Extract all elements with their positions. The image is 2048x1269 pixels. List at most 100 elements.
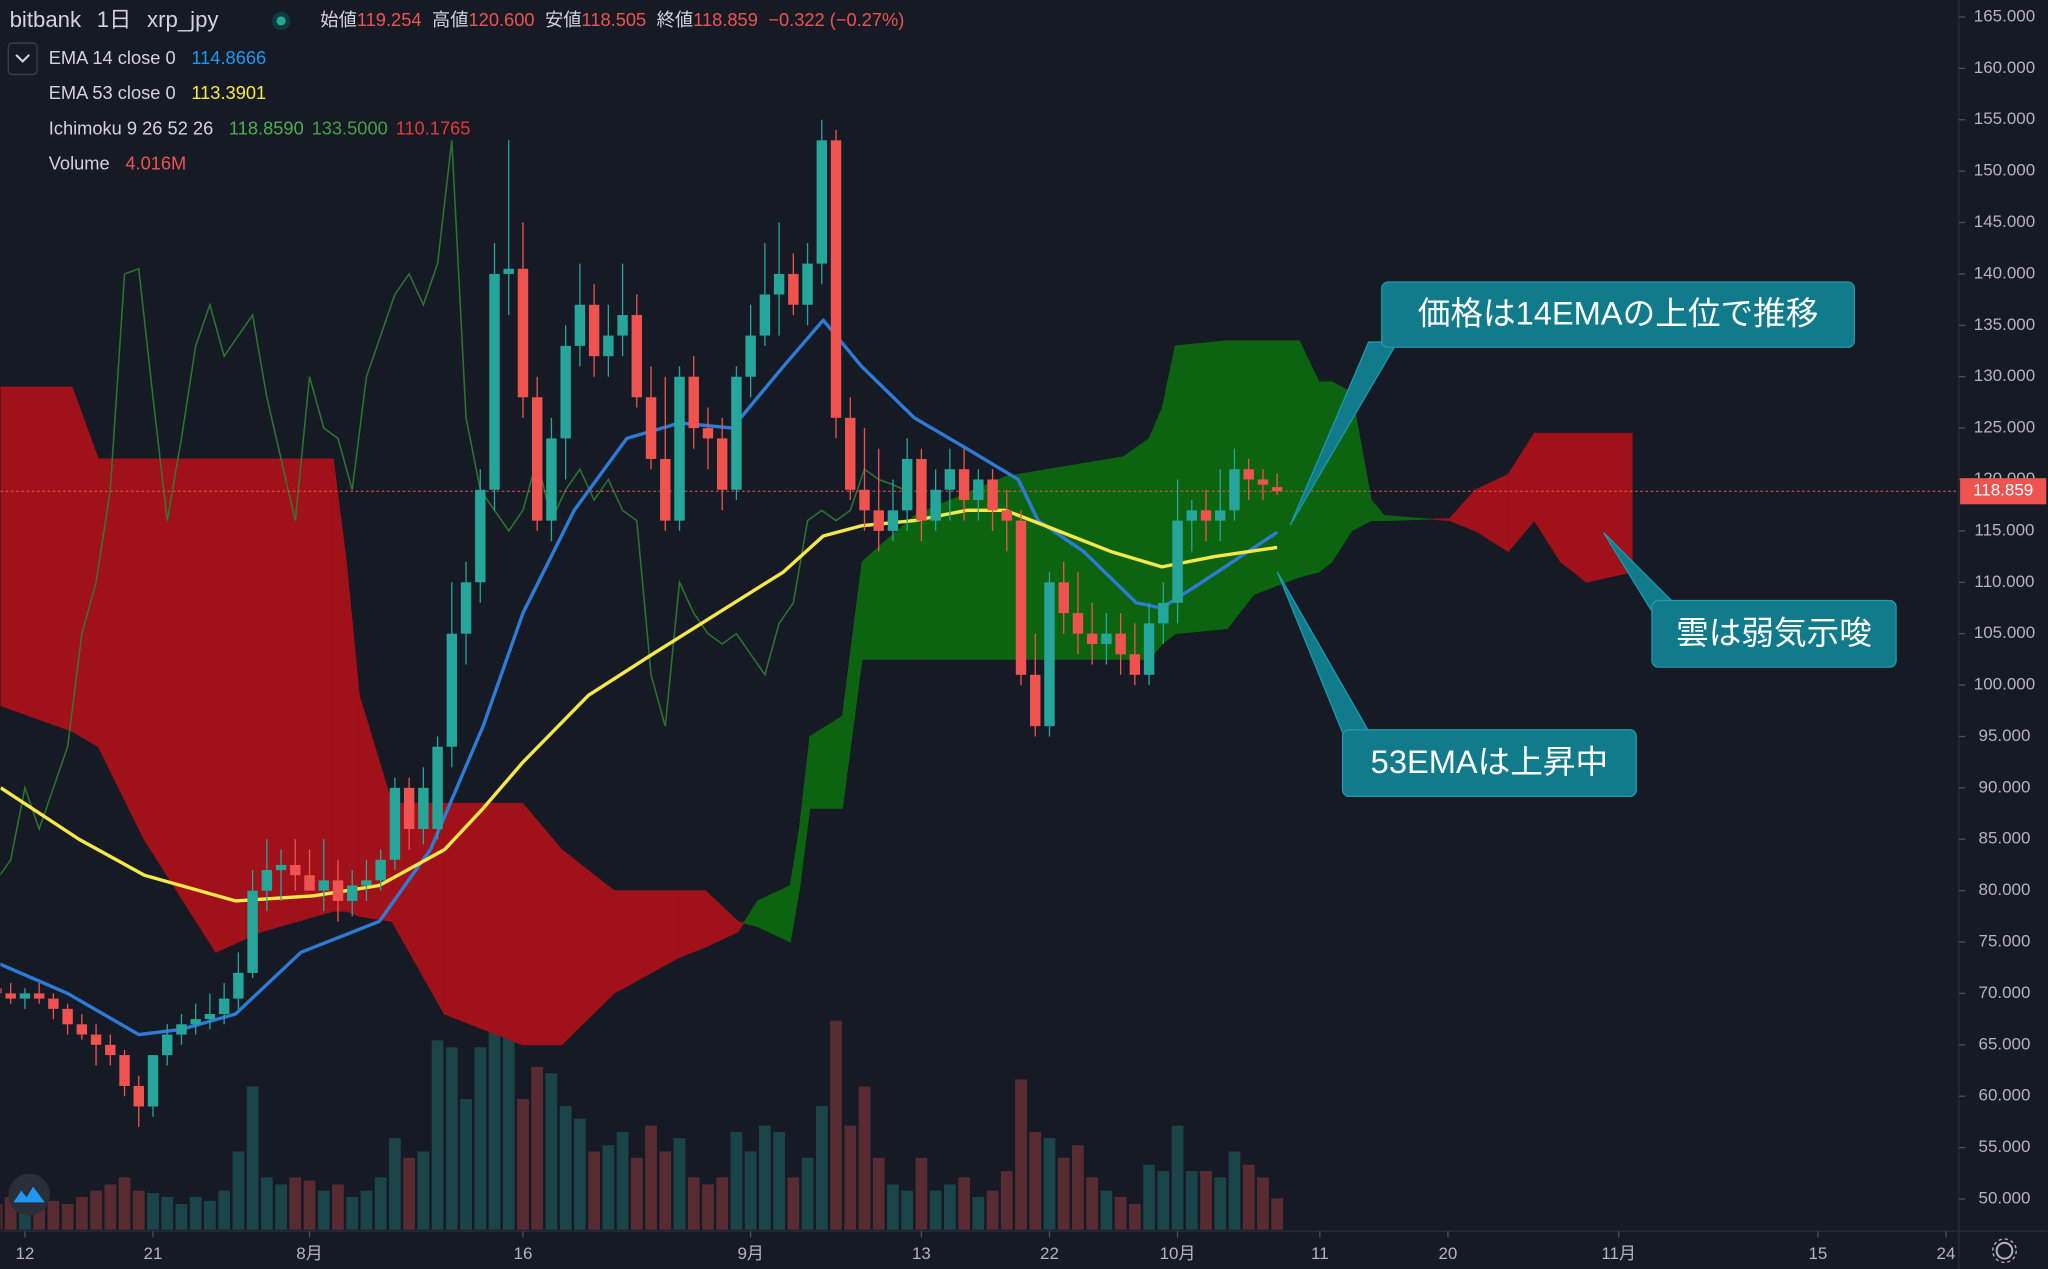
candle-body: [773, 273, 785, 295]
candle-body: [1129, 654, 1141, 675]
text-part: 118.859: [693, 9, 758, 30]
volume-bar: [787, 1177, 800, 1230]
volume-bar: [4, 1196, 17, 1230]
candle-body: [1186, 510, 1198, 521]
logo[interactable]: [8, 1173, 51, 1216]
candle-body: [916, 458, 927, 521]
volume-bar: [1214, 1177, 1227, 1230]
volume-bar: [118, 1177, 131, 1230]
candle-body: [275, 864, 287, 871]
candle-body: [517, 268, 529, 398]
candle-body: [688, 376, 699, 429]
volume-bar: [844, 1125, 857, 1230]
candle-body: [1200, 510, 1212, 521]
cloud-piece: [737, 920, 745, 934]
text-part: 1日: [97, 7, 132, 32]
volume-bar: [204, 1200, 216, 1230]
volume-bar: [218, 1190, 231, 1230]
candle-body: [944, 469, 956, 490]
volume-bar: [161, 1196, 174, 1230]
volume-bar: [346, 1196, 359, 1230]
volume-bar: [389, 1138, 401, 1230]
candle-body: [1058, 582, 1069, 614]
legend-entry[interactable]: EMA 53 close 0 113.3901: [49, 82, 266, 103]
gear-ring: [1995, 1241, 2014, 1260]
ema-line: [0, 508, 1278, 903]
cloud-piece: [0, 386, 73, 732]
last-price-box: [1960, 478, 2047, 505]
y-tick-label: 55.000: [1979, 1137, 2031, 1156]
volume-bar: [275, 1184, 287, 1230]
callout-box: [1651, 599, 1897, 668]
text-part: 安値: [545, 9, 582, 30]
volume-bar: [1043, 1138, 1056, 1230]
candle-body: [603, 335, 614, 357]
candle-body: [887, 510, 899, 531]
volume-bar: [744, 1151, 757, 1230]
y-tick-label: 115.000: [1974, 520, 2034, 539]
text-part: 118.8590: [229, 117, 304, 138]
text-part: 113.3901: [191, 82, 266, 103]
text-part: Volume: [49, 152, 110, 173]
candle-body: [233, 972, 244, 999]
volume-bar: [773, 1131, 785, 1230]
legend-entry[interactable]: Ichimoku 9 26 52 26 118.8590 133.5000 110.1…: [49, 117, 471, 138]
candle-body: [389, 787, 401, 860]
cloud-piece: [1298, 340, 1320, 578]
candle-body: [830, 140, 842, 418]
y-tick-label: 135.000: [1974, 315, 2035, 334]
candle-body: [1257, 479, 1269, 485]
candle-body: [304, 875, 315, 891]
volume-bar: [1200, 1171, 1212, 1230]
candle-body: [716, 438, 728, 490]
volume-bar: [1143, 1164, 1155, 1230]
volume-bar: [1029, 1131, 1042, 1230]
legend-entry[interactable]: Volume 4.016M: [49, 152, 187, 173]
volume-bar: [61, 1203, 74, 1230]
volume-bar: [702, 1184, 714, 1230]
candle-body: [375, 859, 386, 881]
volume-bar: [858, 1086, 871, 1230]
candle-body: [76, 1024, 88, 1035]
callout-box: [1341, 729, 1637, 798]
volume-bar: [460, 1099, 472, 1230]
candle-body: [958, 469, 970, 501]
candle-body: [62, 1008, 73, 1025]
y-tick-label: 100.000: [1974, 675, 2035, 694]
x-tick-label: 24: [1937, 1244, 1956, 1263]
text-part: EMA 14 close 0: [49, 47, 176, 68]
text-part: 始値: [320, 9, 357, 30]
volume-bar: [759, 1125, 771, 1230]
volume-bar: [1271, 1198, 1284, 1230]
volume-bar: [360, 1190, 373, 1230]
volume-bar: [545, 1073, 558, 1230]
axes: 50.000 55.000 60.000 65.000 70.000 75.000 80.0…: [15, 6, 2047, 1263]
y-tick-label: 125.000: [1974, 418, 2035, 437]
legend-toggle[interactable]: [7, 42, 38, 76]
volume-bar: [104, 1184, 117, 1230]
candle-body: [901, 458, 913, 511]
candle-body: [674, 376, 685, 521]
volume-bar: [1128, 1203, 1141, 1230]
y-tick-label: 150.000: [1974, 161, 2035, 180]
x-tick-label: 13: [912, 1244, 931, 1263]
candle-body: [261, 870, 273, 891]
volume-bar: [75, 1196, 88, 1230]
legend-entry[interactable]: EMA 14 close 0 114.8666: [49, 47, 266, 68]
volume-bar: [1072, 1145, 1084, 1230]
y-tick-label: 110.000: [1974, 572, 2034, 591]
volume-bar: [175, 1203, 188, 1230]
text-part: 114.8666: [191, 47, 266, 68]
volume-bar: [1000, 1171, 1013, 1230]
toggle-box[interactable]: [7, 42, 38, 76]
y-tick-label: 95.000: [1979, 726, 2031, 745]
candle-body: [133, 1085, 144, 1107]
volume-bar: [1057, 1157, 1070, 1230]
volume-bar: [1157, 1171, 1170, 1230]
volume-bar: [1242, 1164, 1255, 1230]
volume-bar: [1228, 1151, 1241, 1230]
candle-body: [859, 489, 870, 511]
toggle-chevron: [15, 54, 30, 63]
candle-body: [361, 880, 372, 886]
ema-line: [0, 318, 1279, 1037]
